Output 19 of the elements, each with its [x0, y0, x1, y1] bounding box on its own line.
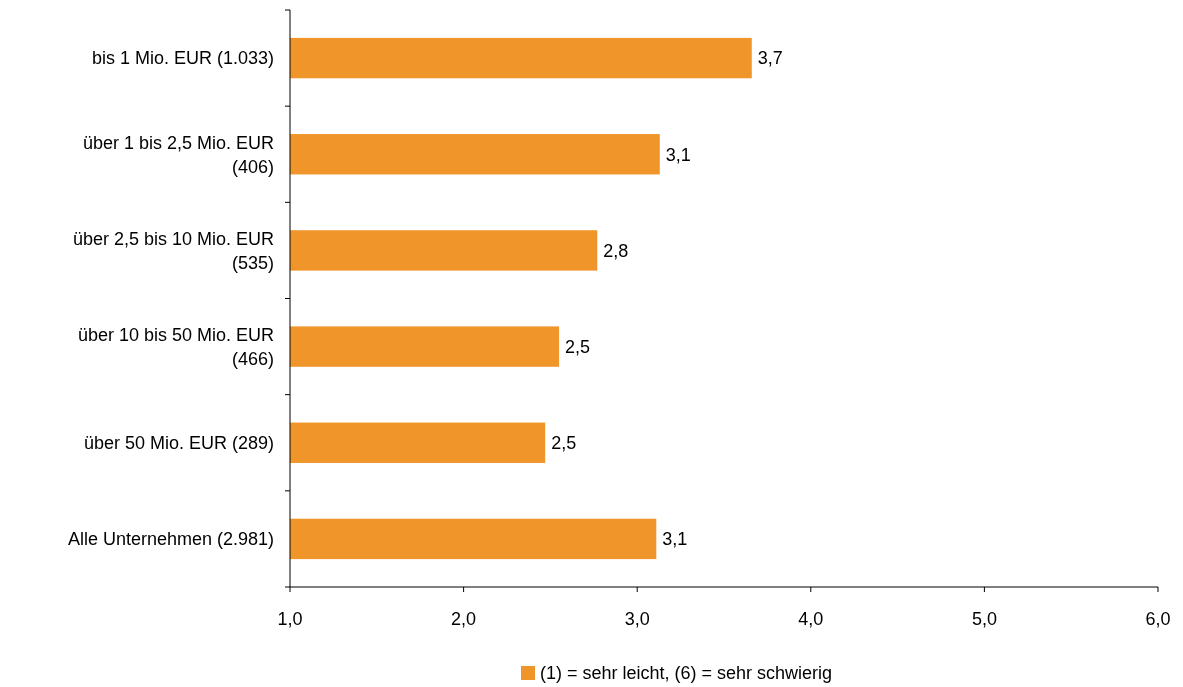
x-tick-label: 4,0 [798, 609, 824, 629]
x-tick-label: 2,0 [451, 609, 477, 629]
data-label: 3,7 [757, 48, 783, 69]
data-label: 3,1 [665, 144, 691, 165]
data-label: 2,5 [565, 336, 591, 357]
legend-label: (1) = sehr leicht, (6) = sehr schwierig [540, 663, 833, 683]
x-tick-label: 5,0 [971, 609, 997, 629]
data-label: 2,5 [551, 433, 577, 454]
y-tick-label: über 2,5 bis 10 Mio. EUR (535) [72, 228, 274, 273]
y-tick-label: über 10 bis 50 Mio. EUR (466) [77, 324, 274, 369]
y-tick-label: über 50 Mio. EUR (289) [83, 433, 274, 454]
data-label: 3,1 [662, 529, 688, 550]
y-tick-label: über 1 bis 2,5 Mio. EUR (406) [82, 132, 274, 177]
x-tick-label: 6,0 [1145, 609, 1171, 629]
y-tick-label: Alle Unternehmen (2.981) [67, 529, 274, 550]
data-label: 2,8 [603, 240, 629, 261]
y-tick-label: bis 1 Mio. EUR (1.033) [91, 48, 274, 69]
x-tick-label: 1,0 [277, 609, 303, 629]
x-tick-label: 3,0 [624, 609, 650, 629]
